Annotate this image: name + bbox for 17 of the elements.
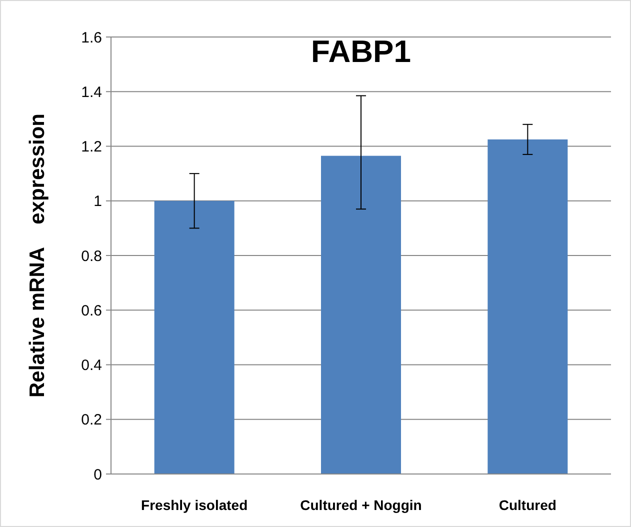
x-tick-label: Freshly isolated [141, 497, 248, 513]
bar [488, 139, 568, 474]
y-tick-label: 0.6 [81, 302, 102, 320]
y-tick-label: 1.4 [81, 84, 102, 101]
y-axis-title: Relative mRNA expression [26, 114, 49, 398]
y-tick-label: 0 [94, 466, 102, 484]
chart-title: FABP1 [311, 34, 411, 69]
bar [154, 200, 234, 474]
x-tick-label: Cultured [498, 497, 556, 513]
y-tick-label: 0.4 [81, 357, 102, 374]
bar [321, 156, 401, 474]
x-tick-label: Cultured + Noggin [300, 497, 422, 513]
y-tick-label: 1.2 [81, 138, 102, 156]
y-tick-label: 0.8 [81, 248, 102, 265]
y-tick-label: 1.6 [81, 29, 102, 46]
y-tick-label: 0.2 [81, 412, 102, 429]
y-tick-label: 1 [94, 193, 102, 210]
